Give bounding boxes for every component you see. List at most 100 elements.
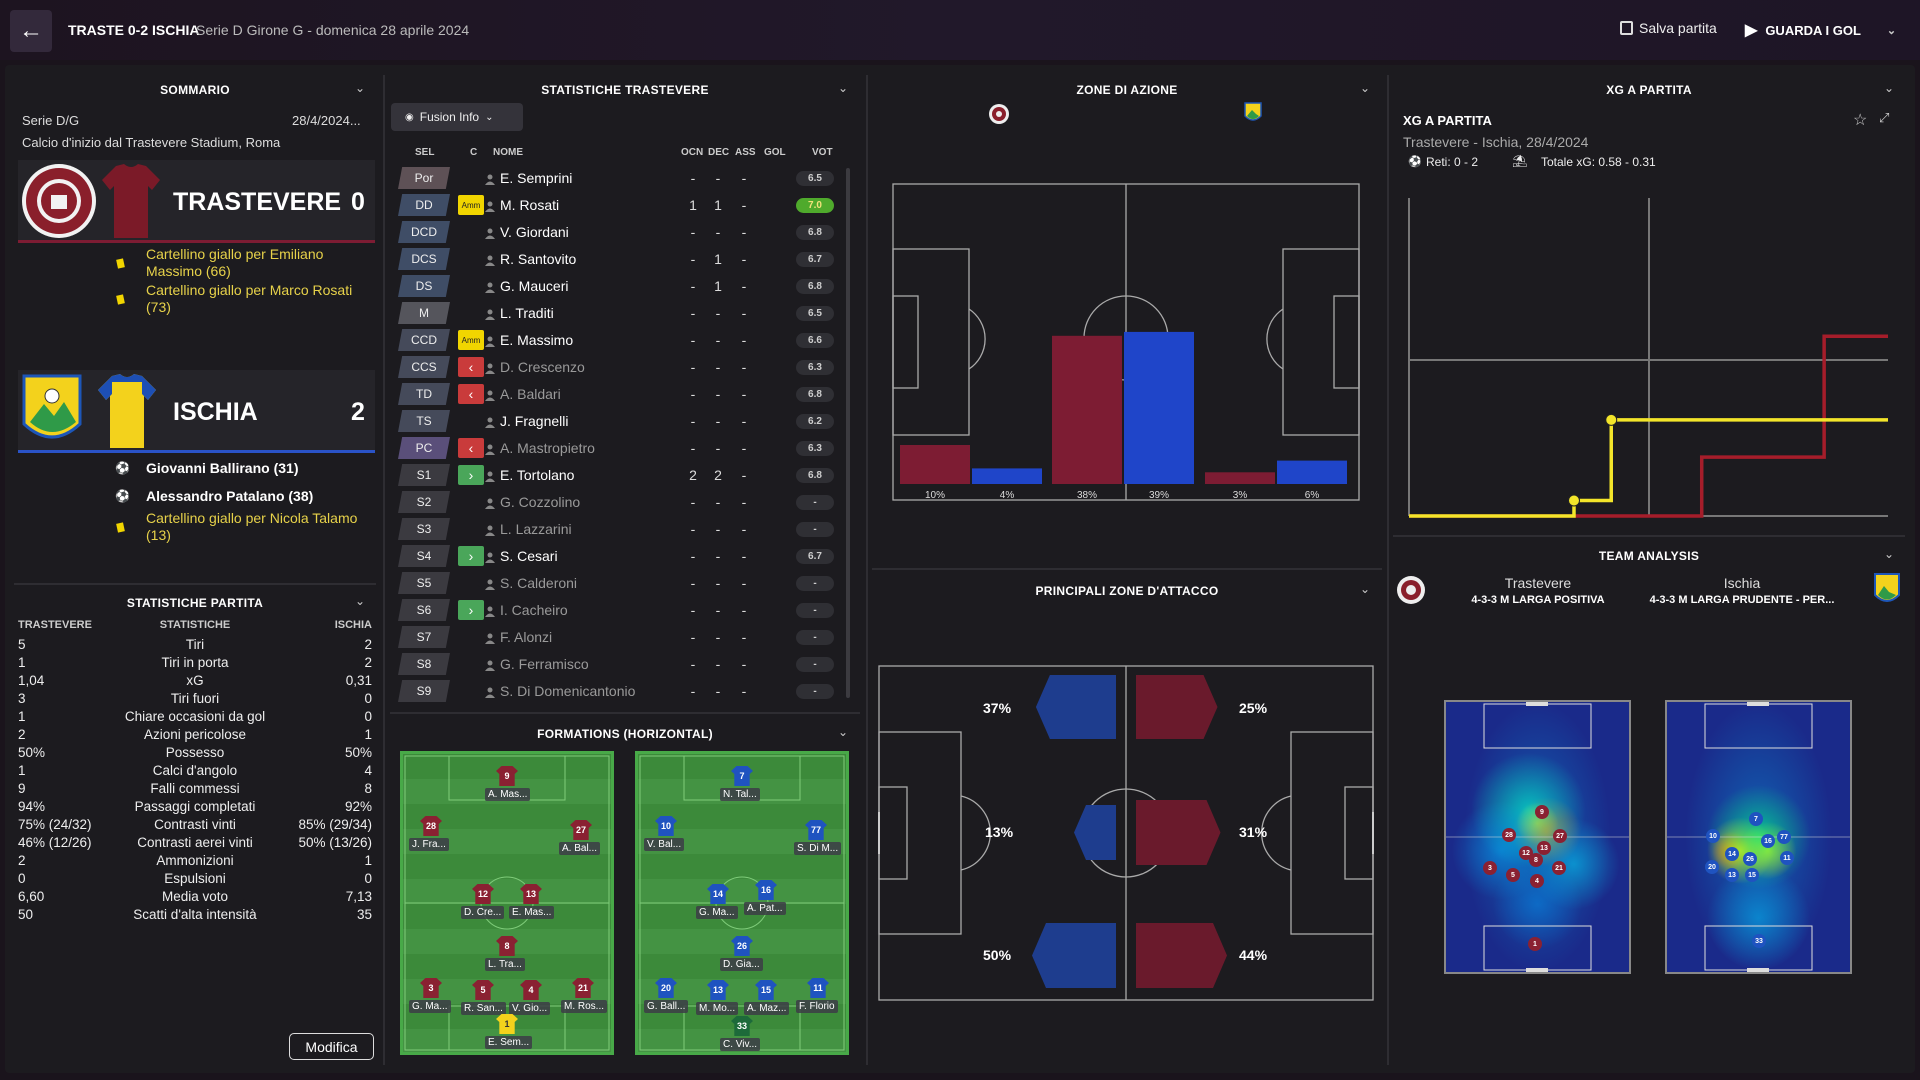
player-name[interactable]: L. Lazzarini <box>500 521 572 537</box>
player-row[interactable]: S6 › I. Cacheiro - - - - <box>396 597 840 623</box>
player-chip[interactable]: A. Pat... <box>744 902 786 915</box>
player-shirt[interactable]: 77 <box>805 820 827 840</box>
player-shirt[interactable]: 3 <box>420 978 442 998</box>
player-chip[interactable]: M. Mo... <box>696 1002 739 1015</box>
heatmap-player-dot[interactable]: 16 <box>1761 834 1775 848</box>
player-name[interactable]: S. Calderoni <box>500 575 578 591</box>
player-row[interactable]: S8 G. Ferramisco - - - - <box>396 651 840 677</box>
column-dec[interactable]: DEC <box>708 147 730 158</box>
player-chip[interactable]: A. Maz... <box>744 1002 790 1015</box>
player-chip[interactable]: M. Ros... <box>561 1000 608 1013</box>
player-row[interactable]: DS G. Mauceri - 1 - 6.8 <box>396 273 840 299</box>
player-shirt[interactable]: 9 <box>496 766 518 786</box>
player-chip[interactable]: E. Mas... <box>509 906 555 919</box>
player-shirt[interactable]: 12 <box>472 884 494 904</box>
player-name[interactable]: E. Semprini <box>500 170 573 186</box>
back-button[interactable]: ← <box>10 10 52 52</box>
player-shirt[interactable]: 16 <box>755 880 777 900</box>
player-row[interactable]: S4 › S. Cesari - - - 6.7 <box>396 543 840 569</box>
player-row[interactable]: S2 G. Cozzolino - - - - <box>396 489 840 515</box>
player-chip[interactable]: E. Sem... <box>485 1036 533 1049</box>
save-match-button[interactable]: Salva partita <box>1620 20 1717 36</box>
heatmap-player-dot[interactable]: 13 <box>1537 841 1551 855</box>
heatmap-player-dot[interactable]: 28 <box>1502 828 1516 842</box>
player-chip[interactable]: V. Bal... <box>644 838 685 851</box>
xg-goal-marker[interactable] <box>1567 494 1580 507</box>
heatmap-player-dot[interactable]: 15 <box>1745 868 1759 882</box>
player-shirt[interactable]: 20 <box>655 978 677 998</box>
table-scrollbar[interactable] <box>846 168 850 698</box>
column-gol[interactable]: GOL <box>764 147 786 158</box>
player-row[interactable]: S5 S. Calderoni - - - - <box>396 570 840 596</box>
player-chip[interactable]: L. Tra... <box>485 958 525 971</box>
column-c[interactable]: C <box>470 147 478 158</box>
heatmap-player-dot[interactable]: 33 <box>1752 934 1766 948</box>
player-row[interactable]: CCS ‹ D. Crescenzo - - - 6.3 <box>396 354 840 380</box>
player-name[interactable]: S. Cesari <box>500 548 558 564</box>
player-row[interactable]: S7 F. Alonzi - - - - <box>396 624 840 650</box>
heatmap-player-dot[interactable]: 21 <box>1552 861 1566 875</box>
player-shirt[interactable]: 13 <box>520 884 542 904</box>
player-chip[interactable]: G. Ma... <box>409 1000 451 1013</box>
player-chip[interactable]: J. Fra... <box>409 838 449 851</box>
player-row[interactable]: Por E. Semprini - - - 6.5 <box>396 165 840 191</box>
player-shirt[interactable]: 13 <box>707 980 729 1000</box>
xg-goal-marker[interactable] <box>1605 413 1618 426</box>
edit-button[interactable]: Modifica <box>289 1033 374 1060</box>
player-name[interactable]: F. Alonzi <box>500 629 553 645</box>
heatmap-player-dot[interactable]: 3 <box>1483 861 1497 875</box>
chevron-down-icon[interactable]: ⌄ <box>1886 24 1897 37</box>
heatmap-player-dot[interactable]: 5 <box>1506 868 1520 882</box>
column-sel[interactable]: SEL <box>415 147 435 158</box>
player-chip[interactable]: S. Di M... <box>794 842 842 855</box>
player-shirt[interactable]: 11 <box>807 978 829 998</box>
watch-goals-button[interactable]: ▶ GUARDA I GOL ⌄ <box>1745 20 1896 40</box>
player-name[interactable]: G. Mauceri <box>500 278 569 294</box>
away-goal-event[interactable]: Alessandro Patalano (38) <box>146 488 314 504</box>
player-row[interactable]: DCD V. Giordani - - - 6.8 <box>396 219 840 245</box>
chevron-down-icon[interactable]: ⌄ <box>1884 547 1895 561</box>
player-chip[interactable]: A. Bal... <box>559 842 601 855</box>
heatmap-player-dot[interactable]: 27 <box>1553 829 1567 843</box>
player-row[interactable]: S9 S. Di Domenicantonio - - - - <box>396 678 840 704</box>
away-event[interactable]: Cartellino giallo per Nicola Talamo (13) <box>146 510 358 543</box>
home-tactic-link[interactable]: 4-3-3 M LARGA POSITIVA <box>1471 594 1605 606</box>
heatmap-player-dot[interactable]: 20 <box>1705 860 1719 874</box>
chevron-down-icon[interactable]: ⌄ <box>838 725 849 739</box>
player-name[interactable]: E. Massimo <box>500 332 574 348</box>
player-chip[interactable]: C. Viv... <box>720 1038 761 1051</box>
player-shirt[interactable]: 10 <box>655 816 677 836</box>
away-team-name[interactable]: ISCHIA <box>173 398 258 426</box>
player-row[interactable]: S3 L. Lazzarini - - - - <box>396 516 840 542</box>
player-name[interactable]: A. Baldari <box>500 386 561 402</box>
player-shirt[interactable]: 21 <box>572 978 594 998</box>
player-shirt[interactable]: 28 <box>420 816 442 836</box>
player-row[interactable]: TD ‹ A. Baldari - - - 6.8 <box>396 381 840 407</box>
player-chip[interactable]: N. Tal... <box>720 788 760 801</box>
column-ocn[interactable]: OCN <box>681 147 704 158</box>
column-ass[interactable]: ASS <box>735 147 756 158</box>
player-shirt[interactable]: 4 <box>520 980 542 1000</box>
heatmap-player-dot[interactable]: 26 <box>1743 852 1757 866</box>
player-name[interactable]: A. Mastropietro <box>500 440 595 456</box>
player-row[interactable]: TS J. Fragnelli - - - 6.2 <box>396 408 840 434</box>
player-row[interactable]: DCS R. Santovito - 1 - 6.7 <box>396 246 840 272</box>
player-shirt[interactable]: 26 <box>731 936 753 956</box>
player-shirt[interactable]: 14 <box>707 884 729 904</box>
away-tactic-link[interactable]: 4-3-3 M LARGA PRUDENTE - PER... <box>1649 594 1835 606</box>
chevron-down-icon[interactable]: ⌄ <box>355 594 366 608</box>
heatmap-player-dot[interactable]: 1 <box>1528 937 1542 951</box>
player-name[interactable]: M. Rosati <box>500 197 560 213</box>
heatmap-player-dot[interactable]: 11 <box>1780 851 1794 865</box>
column-name[interactable]: NOME <box>493 147 523 158</box>
player-chip[interactable]: F. Florio <box>796 1000 838 1013</box>
player-row[interactable]: M L. Traditi - - - 6.5 <box>396 300 840 326</box>
expand-icon[interactable]: ⤢ <box>1879 110 1890 125</box>
chevron-down-icon[interactable]: ⌄ <box>1360 582 1371 596</box>
heatmap-player-dot[interactable]: 14 <box>1725 847 1739 861</box>
player-chip[interactable]: A. Mas... <box>485 788 531 801</box>
heatmap-player-dot[interactable]: 9 <box>1535 805 1549 819</box>
away-goal-event[interactable]: Giovanni Ballirano (31) <box>146 460 299 476</box>
heatmap-player-dot[interactable]: 4 <box>1530 874 1544 888</box>
heatmap-player-dot[interactable]: 7 <box>1749 812 1763 826</box>
